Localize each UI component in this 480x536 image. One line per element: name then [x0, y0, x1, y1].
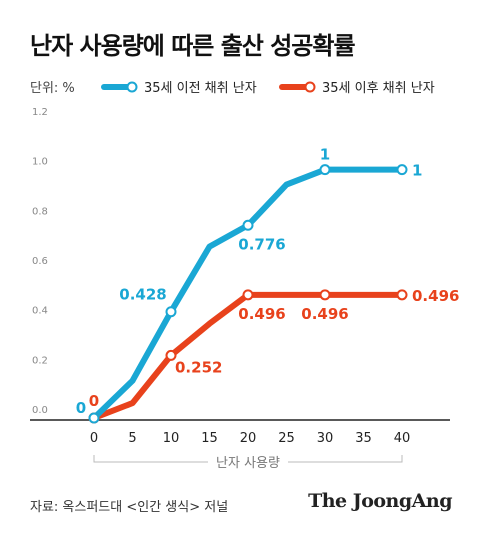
- data-label: 1: [320, 146, 330, 164]
- data-label: 1: [412, 162, 422, 180]
- x-tick-label: 20: [240, 431, 257, 446]
- x-tick-label: 25: [278, 431, 295, 446]
- legend-swatch-marker: [304, 81, 316, 93]
- y-tick-label: 0.4: [32, 306, 48, 317]
- legend-label: 35세 이전 채취 난자: [144, 81, 257, 96]
- y-tick-label: 1.0: [32, 157, 48, 168]
- x-tick-label: 10: [163, 431, 180, 446]
- data-label: 0.428: [119, 286, 166, 304]
- data-label: 0: [89, 392, 99, 410]
- data-label: 0.252: [175, 358, 222, 376]
- data-point: [319, 164, 331, 176]
- chart-title: 난자 사용량에 따른 출산 성공확률: [30, 32, 356, 60]
- data-point: [165, 306, 177, 318]
- x-tick-label: 35: [355, 431, 372, 446]
- data-point: [396, 164, 408, 176]
- brand-logo: The JoongAng: [308, 490, 452, 512]
- data-label: 0.496: [412, 287, 459, 305]
- legend-label: 35세 이후 채취 난자: [322, 81, 435, 96]
- x-tick-label: 15: [201, 431, 218, 446]
- source-note: 자료: 옥스퍼드대 <인간 생식> 저널: [30, 500, 229, 515]
- data-point: [242, 289, 254, 301]
- data-label: 0.776: [238, 235, 285, 253]
- x-tick-label: 30: [317, 431, 334, 446]
- y-tick-label: 0.2: [32, 355, 48, 366]
- x-tick-label: 40: [394, 431, 411, 446]
- y-tick-label: 0.0: [32, 405, 48, 416]
- unit-label: 단위: %: [30, 81, 75, 96]
- legend-swatch-marker: [126, 81, 138, 93]
- x-axis-label-bg: [208, 454, 288, 470]
- x-tick-label: 5: [128, 431, 136, 446]
- data-point: [319, 289, 331, 301]
- x-axis-label: 난자 사용량: [216, 456, 280, 471]
- x-tick-label: 0: [90, 431, 98, 446]
- y-tick-label: 1.2: [32, 107, 48, 118]
- data-label: 0.496: [238, 305, 285, 323]
- data-point: [165, 349, 177, 361]
- y-tick-label: 0.8: [32, 206, 48, 217]
- data-point: [88, 412, 100, 424]
- data-point: [396, 289, 408, 301]
- data-label: 0: [76, 399, 86, 417]
- y-tick-label: 0.6: [32, 256, 48, 267]
- data-label: 0.496: [301, 305, 348, 323]
- data-point: [242, 219, 254, 231]
